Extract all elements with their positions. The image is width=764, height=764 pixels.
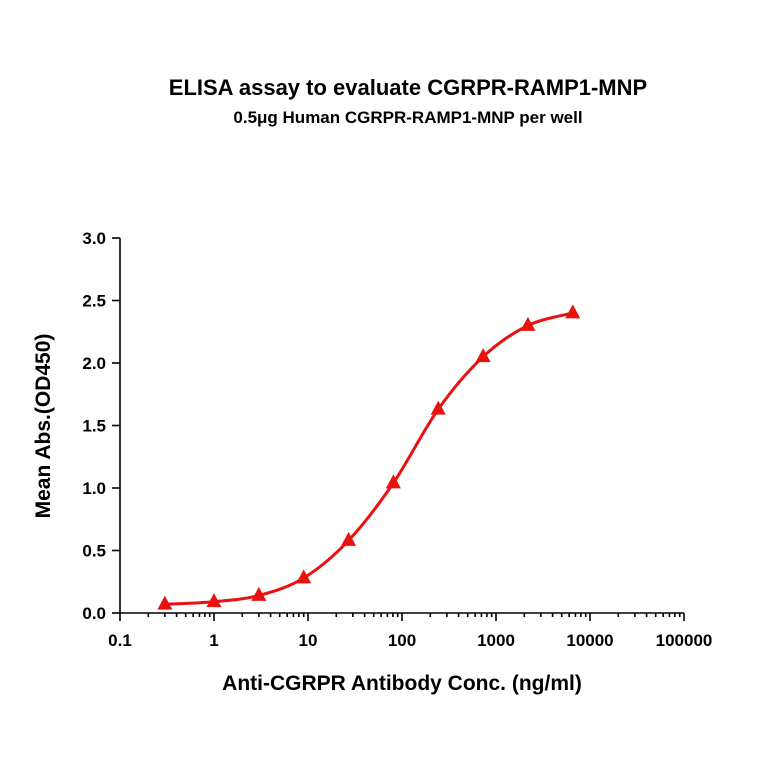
y-tick-label: 1.5	[82, 417, 106, 436]
y-axis-label: Mean Abs.(OD450)	[32, 334, 55, 519]
y-tick-label: 2.5	[82, 292, 106, 311]
data-point	[296, 569, 312, 584]
data-point	[520, 316, 536, 331]
data-point	[430, 400, 446, 415]
data-point	[157, 595, 173, 610]
y-axis-ticks: 0.0 0.5 1.0 1.5 2.0 2.5 3.0	[82, 229, 120, 623]
x-tick-label: 10000	[566, 631, 613, 650]
y-tick-label: 3.0	[82, 229, 106, 248]
y-tick-label: 0.0	[82, 604, 106, 623]
chart-subtitle: 0.5μg Human CGRPR-RAMP1-MNP per well	[233, 108, 582, 127]
x-axis-label: Anti-CGRPR Antibody Conc. (ng/ml)	[222, 672, 582, 695]
x-tick-label: 100	[388, 631, 416, 650]
x-tick-label: 0.1	[108, 631, 132, 650]
x-axis-ticks: 0.1 1 10 100 1000 10000 100000	[108, 613, 712, 650]
y-tick-label: 1.0	[82, 479, 106, 498]
x-tick-label: 1	[209, 631, 218, 650]
chart-title: ELISA assay to evaluate CGRPR-RAMP1-MNP	[169, 75, 647, 100]
data-point	[251, 586, 267, 601]
data-point	[341, 531, 357, 546]
series-line	[164, 311, 574, 606]
series-layer	[157, 304, 581, 610]
x-tick-label: 10	[299, 631, 318, 650]
data-point	[206, 593, 222, 608]
data-point	[385, 474, 401, 489]
x-tick-label: 100000	[656, 631, 713, 650]
y-tick-label: 2.0	[82, 354, 106, 373]
plot-area	[119, 238, 684, 614]
data-point	[475, 348, 491, 363]
x-tick-label: 1000	[477, 631, 515, 650]
y-tick-label: 0.5	[82, 542, 106, 561]
data-point	[565, 304, 581, 319]
